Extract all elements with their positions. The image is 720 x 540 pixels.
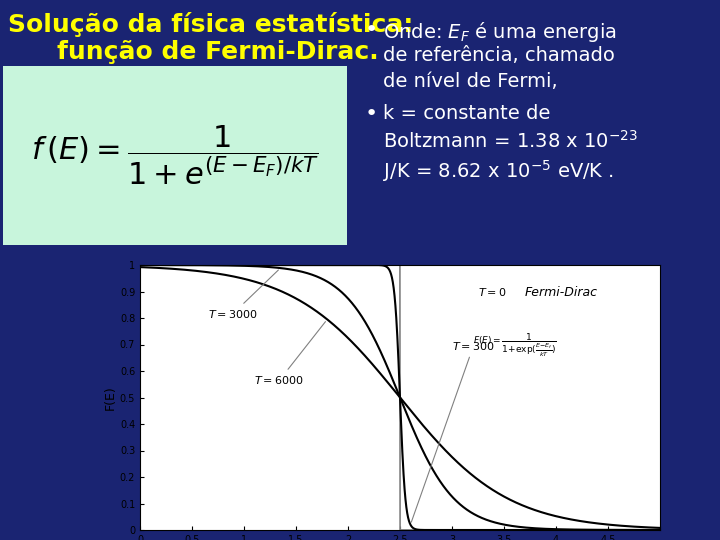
FancyBboxPatch shape [3,66,347,245]
Text: $T=0$: $T=0$ [478,286,507,298]
Text: $T=6000$: $T=6000$ [254,322,325,386]
Text: J/K = 8.62 x 10$^{-5}$ eV/K .: J/K = 8.62 x 10$^{-5}$ eV/K . [383,158,614,184]
Text: $f\,(E) = \dfrac{1}{1+e^{(E-E_F)/kT}}$: $f\,(E) = \dfrac{1}{1+e^{(E-E_F)/kT}}$ [31,124,319,187]
Text: •: • [365,104,378,124]
Text: função de Fermi-Dirac.: função de Fermi-Dirac. [22,40,379,64]
Text: Boltzmann = 1.38 x 10$^{-23}$: Boltzmann = 1.38 x 10$^{-23}$ [383,130,638,152]
Text: $T=300$: $T=300$ [411,340,495,522]
Text: $F(E){=}\dfrac{1}{1{+}\exp(\frac{E{-}E_f}{kT})}$: $F(E){=}\dfrac{1}{1{+}\exp(\frac{E{-}E_f… [473,331,557,359]
Text: Fermi-Dirac: Fermi-Dirac [525,286,598,299]
Text: Onde: $E_F$ é uma energia: Onde: $E_F$ é uma energia [383,20,617,44]
Text: Solução da física estatística:: Solução da física estatística: [8,12,413,37]
Text: k = constante de: k = constante de [383,104,550,123]
Text: •: • [365,20,378,40]
Text: $T=3000$: $T=3000$ [207,270,279,320]
Y-axis label: F(E): F(E) [104,385,117,410]
Text: de nível de Fermi,: de nível de Fermi, [383,72,557,91]
Text: de referência, chamado: de referência, chamado [383,46,615,65]
